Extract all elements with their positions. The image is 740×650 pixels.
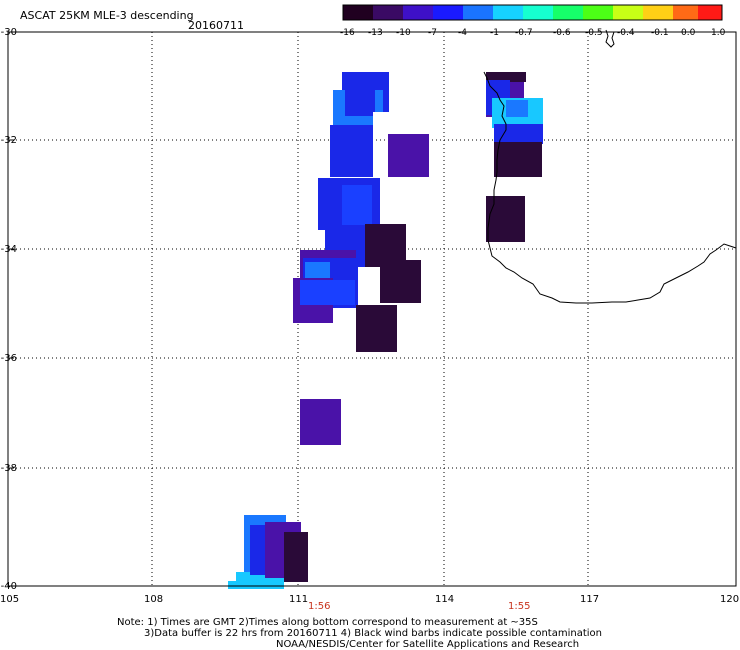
cb-seg-4 [463,5,493,20]
lat-label: -30 [0,27,17,38]
wind-cell [345,90,375,116]
lon-label: 120 [720,594,740,605]
lon-label: 111 [289,594,309,605]
cb-label-12: 1.0 [711,28,726,38]
cb-seg-11 [673,5,698,20]
cb-label-4: -4 [458,28,467,38]
cb-seg-6 [523,5,553,20]
wind-cell [494,124,543,144]
cb-label-10: -0.1 [651,28,669,38]
cb-label-5: -1 [490,28,499,38]
cb-seg-12 [698,5,722,20]
wind-cell [300,399,341,445]
cb-seg-9 [613,5,643,20]
colorbar [342,4,723,21]
cb-seg-1 [373,5,403,20]
lon-label: 114 [435,594,455,605]
cb-label-6: -0.7 [515,28,533,38]
lon-label: 117 [580,594,600,605]
wind-cell [388,134,429,177]
wind-cell [486,72,526,82]
cb-label-2: -10 [396,28,411,38]
cb-label-11: 0.0 [681,28,696,38]
cb-seg-10 [643,5,673,20]
wind-cell [506,100,528,117]
pass-time-east: 1:55 [508,601,531,612]
wind-cell [342,185,372,227]
cb-seg-7 [553,5,583,20]
cb-seg-2 [403,5,433,20]
lat-label: -38 [0,463,17,474]
note-line-2: 3)Data buffer is 22 hrs from 20160711 4)… [144,628,602,639]
wind-cell [494,142,542,177]
lon-label: 108 [144,594,164,605]
pass-time-west: 1:56 [308,601,331,612]
cb-label-3: -7 [428,28,437,38]
cb-seg-3 [433,5,463,20]
note-line-1: Note: 1) Times are GMT 2)Times along bot… [117,617,538,628]
wind-cell [300,280,355,305]
lat-label: -40 [0,581,17,592]
wind-cell [486,196,525,242]
wind-cell [365,224,406,267]
note-line-3: NOAA/NESDIS/Center for Satellite Applica… [276,639,580,650]
lat-label: -34 [0,244,17,255]
plot-frame [7,31,737,587]
cb-seg-5 [493,5,523,20]
wind-cell [356,305,397,352]
lat-ticks [8,31,14,587]
cb-seg-8 [583,5,613,20]
wind-cell [228,581,258,589]
cb-label-9: -0.4 [617,28,635,38]
coastline [483,71,737,304]
cb-label-0: -16 [340,28,355,38]
lat-label: -36 [0,353,17,364]
cb-seg-0 [343,5,373,20]
wind-cell [330,125,373,177]
cb-label-1: -13 [368,28,383,38]
cb-label-7: -0.6 [553,28,571,38]
map-date: 20160711 [188,19,244,32]
lon-label: 105 [0,594,20,605]
wind-cell [380,260,421,303]
map-title: ASCAT 25KM MLE-3 descending [20,9,194,22]
ascat-cells [228,72,543,589]
wind-cell [284,532,308,582]
lat-label: -32 [0,135,17,146]
cb-label-8: -0.5 [585,28,603,38]
